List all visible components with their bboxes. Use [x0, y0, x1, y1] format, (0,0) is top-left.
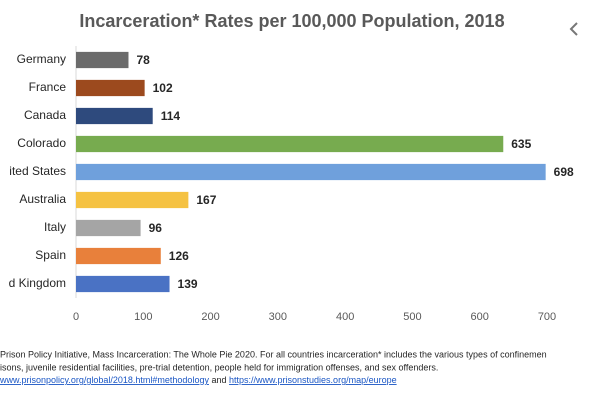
bar [76, 247, 161, 265]
x-tick-label: 500 [403, 311, 421, 323]
y-tick-label: Italy [44, 220, 66, 234]
x-tick-label: 600 [471, 311, 489, 323]
data-label: 126 [169, 249, 189, 263]
bar [76, 79, 145, 97]
x-tick-label: 700 [538, 311, 556, 323]
bar [76, 135, 504, 153]
bar [76, 219, 141, 237]
source-note: Prison Policy Initiative, Mass Incarcera… [0, 349, 547, 359]
link[interactable]: https://www.prisonstudies.org/map/europe [229, 375, 397, 385]
y-tick-label: Australia [19, 192, 66, 206]
x-tick-label: 200 [201, 311, 219, 323]
data-label: 698 [554, 165, 574, 179]
x-tick-label: 400 [336, 311, 354, 323]
data-label: 139 [178, 277, 198, 291]
y-tick-label: Canada [24, 108, 66, 122]
back-chevron[interactable] [569, 22, 578, 36]
bar [76, 51, 129, 69]
y-tick-label: ited States [9, 164, 66, 178]
bar [76, 275, 170, 293]
chart-title: Incarceration* Rates per 100,000 Populat… [79, 11, 504, 31]
bar [76, 107, 153, 125]
x-tick-label: 0 [73, 311, 79, 323]
y-tick-label: Colorado [17, 136, 66, 150]
data-label: 102 [153, 81, 173, 95]
y-tick-label: Spain [35, 248, 66, 262]
data-label: 167 [196, 193, 216, 207]
bar [76, 163, 546, 181]
data-label: 96 [149, 221, 163, 235]
data-label: 78 [136, 53, 150, 67]
y-tick-label: France [29, 80, 67, 94]
bar [76, 191, 189, 209]
data-label: 114 [161, 109, 181, 123]
x-tick-label: 300 [269, 311, 287, 323]
data-label: 635 [511, 137, 531, 151]
link[interactable]: www.prisonpolicy.org/global/2018.html#me… [0, 375, 209, 385]
x-tick-label: 100 [134, 311, 152, 323]
y-tick-label: Germany [17, 52, 66, 66]
link-joiner: and [211, 375, 226, 385]
source-links: www.prisonpolicy.org/global/2018.html#me… [0, 375, 397, 385]
y-tick-label: d Kingdom [9, 276, 66, 290]
source-note: isons, juvenile residential facilities, … [0, 362, 438, 372]
